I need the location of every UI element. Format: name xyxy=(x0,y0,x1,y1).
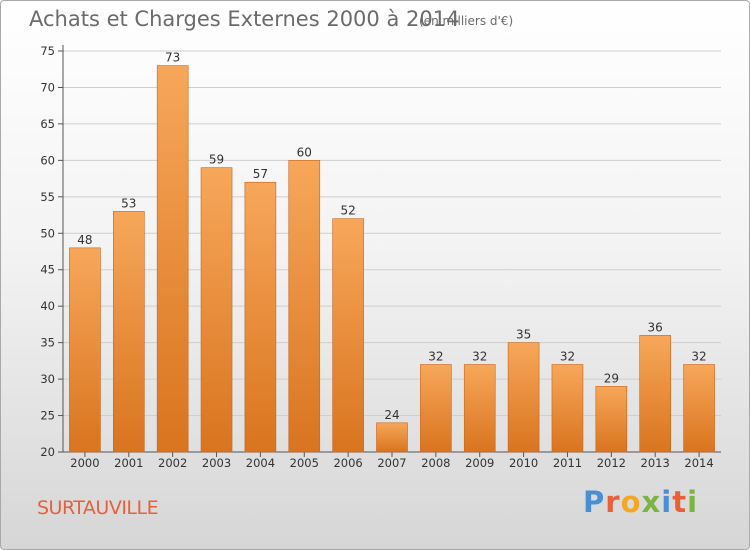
chart-subtitle: (en milliers d'€) xyxy=(419,14,514,28)
bar-value-label: 36 xyxy=(648,320,663,334)
x-tick-label: 2004 xyxy=(246,456,275,470)
bar-value-label: 35 xyxy=(516,328,531,342)
x-tick-label: 2005 xyxy=(290,456,319,470)
x-tick-label: 2007 xyxy=(377,456,406,470)
logo-letter: i xyxy=(687,485,699,519)
y-tick-label: 70 xyxy=(40,80,55,94)
commune-name: SURTAUVILLE xyxy=(37,497,159,519)
x-tick-label: 2012 xyxy=(597,456,626,470)
bar-value-label: 48 xyxy=(77,233,92,247)
bar-value-label: 32 xyxy=(472,350,487,364)
bar-value-label: 57 xyxy=(253,167,268,181)
bar xyxy=(69,247,101,453)
logo-letter: t xyxy=(672,485,688,519)
logo-letter: x xyxy=(641,485,662,519)
logo-letter: P xyxy=(583,485,606,519)
bar xyxy=(156,65,189,453)
bars xyxy=(69,65,715,453)
y-tick-label: 25 xyxy=(40,409,55,423)
x-tick-label: 2006 xyxy=(333,456,362,470)
bar-value-label: 73 xyxy=(165,51,180,65)
bar xyxy=(683,364,715,453)
y-tick-label: 60 xyxy=(40,153,55,167)
x-tick-label: 2009 xyxy=(465,456,494,470)
bar xyxy=(244,181,277,453)
bar xyxy=(332,218,364,453)
x-tick-label: 2010 xyxy=(509,456,538,470)
bar-value-label: 59 xyxy=(209,153,224,167)
x-tick-label: 2002 xyxy=(158,456,187,470)
x-tick-label: 2008 xyxy=(421,456,450,470)
logo-letter: i xyxy=(661,485,673,519)
bar xyxy=(595,386,628,453)
bar-value-label: 24 xyxy=(384,408,399,422)
bar xyxy=(507,342,540,453)
bar-value-label: 29 xyxy=(604,371,619,385)
y-tick-label: 20 xyxy=(40,445,55,459)
y-tick-label: 40 xyxy=(40,299,55,313)
y-tick-label: 50 xyxy=(40,226,55,240)
bar xyxy=(639,335,672,453)
bar-value-label: 60 xyxy=(297,145,312,159)
bar-value-label: 53 xyxy=(121,196,136,210)
bar-value-label: 32 xyxy=(691,350,706,364)
x-tick-label: 2003 xyxy=(202,456,231,470)
labels: 20 25 30 35 40 45 50 55 60 65 70 75 48 2000 53 2001 73 20… xyxy=(40,44,713,470)
y-tick-label: 65 xyxy=(40,117,55,131)
x-tick-label: 2014 xyxy=(684,456,713,470)
bar-value-label: 52 xyxy=(340,204,355,218)
y-tick-label: 35 xyxy=(40,336,55,350)
x-tick-label: 2013 xyxy=(641,456,670,470)
bar-value-label: 32 xyxy=(560,350,575,364)
proxiti-logo: Proxiti xyxy=(583,485,698,519)
y-tick-label: 45 xyxy=(40,263,55,277)
y-tick-label: 30 xyxy=(40,372,55,386)
chart-title: Achats et Charges Externes 2000 à 2014 xyxy=(29,7,460,31)
bar xyxy=(288,160,321,453)
x-tick-label: 2001 xyxy=(114,456,143,470)
bar-value-label: 32 xyxy=(428,350,443,364)
logo-letter: r xyxy=(605,485,621,519)
bar xyxy=(113,211,145,453)
logo-letter: o xyxy=(620,485,642,519)
y-tick-label: 55 xyxy=(40,190,55,204)
x-tick-label: 2011 xyxy=(553,456,582,470)
bar xyxy=(420,364,452,453)
bar xyxy=(551,364,584,453)
x-tick-label: 2000 xyxy=(70,456,99,470)
y-tick-label: 75 xyxy=(40,44,55,58)
bar xyxy=(376,422,408,453)
bar xyxy=(463,364,496,453)
bar xyxy=(200,167,233,453)
